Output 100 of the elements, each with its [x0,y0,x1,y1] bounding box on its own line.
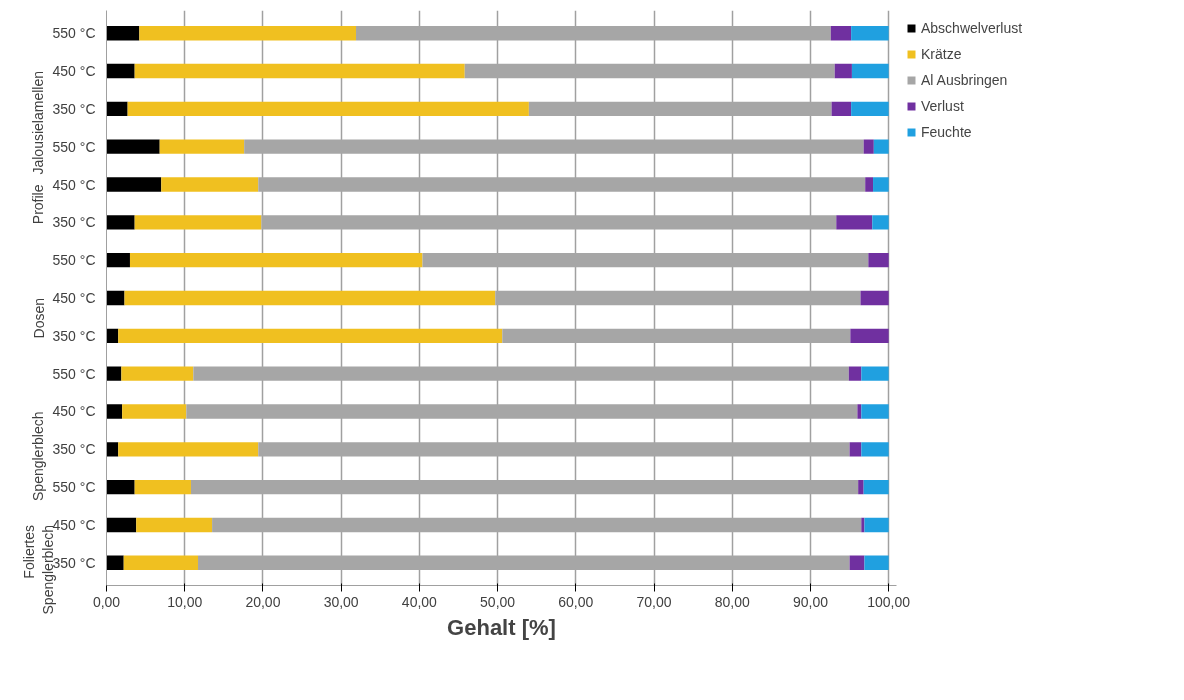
x-tick-label: 30,00 [323,593,359,610]
bar [106,252,130,268]
bar [851,26,889,41]
y-tick-label: 550 °C [52,365,96,382]
bar [161,177,259,192]
bar [863,479,889,495]
bar [848,366,862,381]
bar [836,215,873,230]
bar [106,215,135,230]
bar [849,442,862,457]
bar [873,139,889,154]
bar [134,479,191,495]
bar [106,517,137,533]
bar [858,479,864,495]
bar [834,63,852,79]
bar [139,26,357,41]
legend-label: Verlust [921,98,964,114]
bar [136,517,213,533]
bar [106,290,125,306]
bar [861,442,889,457]
x-tick-label: 60,00 [558,593,594,610]
bar [849,555,865,570]
x-tick-label: 0,00 [92,593,121,610]
y-tick-label: 550 °C [52,479,96,496]
y-tick-label: 450 °C [52,176,96,193]
bar [873,177,889,192]
y-tick-label: 350 °C [52,441,96,458]
bar [123,555,199,570]
bar [127,101,529,117]
bar [190,479,859,495]
y-tick-label: 450 °C [52,290,96,306]
bar [850,328,889,344]
bar [106,26,140,41]
legend-label: Al Ausbringen [921,72,1008,88]
bar [106,63,135,79]
x-tick-label: 20,00 [245,593,281,610]
bar [857,404,862,419]
bar [830,26,852,41]
bar [134,215,262,230]
bar [106,101,128,117]
bar [212,517,862,533]
bar [193,366,849,381]
bar [159,139,245,154]
bar [528,101,832,117]
bar [864,555,889,570]
x-axis-title: Gehalt [%] [447,614,556,640]
bar [851,101,889,117]
bar [106,139,160,154]
y-tick-label: 350 °C [52,214,96,231]
bar [464,63,835,79]
bar [865,177,874,192]
bar [851,63,889,79]
x-tick-label: 40,00 [401,593,438,610]
bar [872,215,889,230]
y-tick-label: 350 °C [52,100,96,117]
text: Spenglerblech [30,411,47,501]
bar [118,328,503,344]
bar [258,442,850,457]
text: Dosen [30,298,47,339]
bar [502,328,851,344]
bar [106,328,119,344]
bar [422,252,869,268]
bar [244,139,864,154]
y-tick-label: 550 °C [52,252,96,269]
bar [129,252,423,268]
bar [861,517,865,533]
bar [106,555,124,570]
text: Foliertes [20,524,37,579]
legend-label: Feuchte [921,124,972,140]
y-tick-label: 450 °C [52,63,96,80]
bar [106,177,162,192]
bar [864,517,889,533]
bar [356,26,831,41]
bar [860,290,889,306]
y-tick-label: 550 °C [52,138,96,155]
y-tick-label: 450 °C [52,403,96,420]
bar [261,215,837,230]
x-tick-label: 100,00 [867,593,911,610]
x-tick-label: 50,00 [480,593,516,610]
text: Jalousielamellen [30,71,47,175]
bar [863,139,874,154]
x-tick-label: 80,00 [714,593,750,610]
y-tick-label: 350 °C [52,327,96,344]
bar [118,442,259,457]
bar [831,101,852,117]
bar [868,252,889,268]
legend-label: Abschwelverlust [921,20,1023,36]
x-tick-label: 70,00 [636,593,672,610]
bar [134,63,465,79]
bar [124,290,496,306]
bar [198,555,850,570]
text: Profile [30,184,47,225]
bar [258,177,866,192]
x-tick-label: 90,00 [792,593,829,610]
x-tick-label: 10,00 [167,593,203,610]
bar [106,479,135,495]
bar [495,290,861,306]
bar [861,366,889,381]
bar [186,404,858,419]
bar [106,442,119,457]
